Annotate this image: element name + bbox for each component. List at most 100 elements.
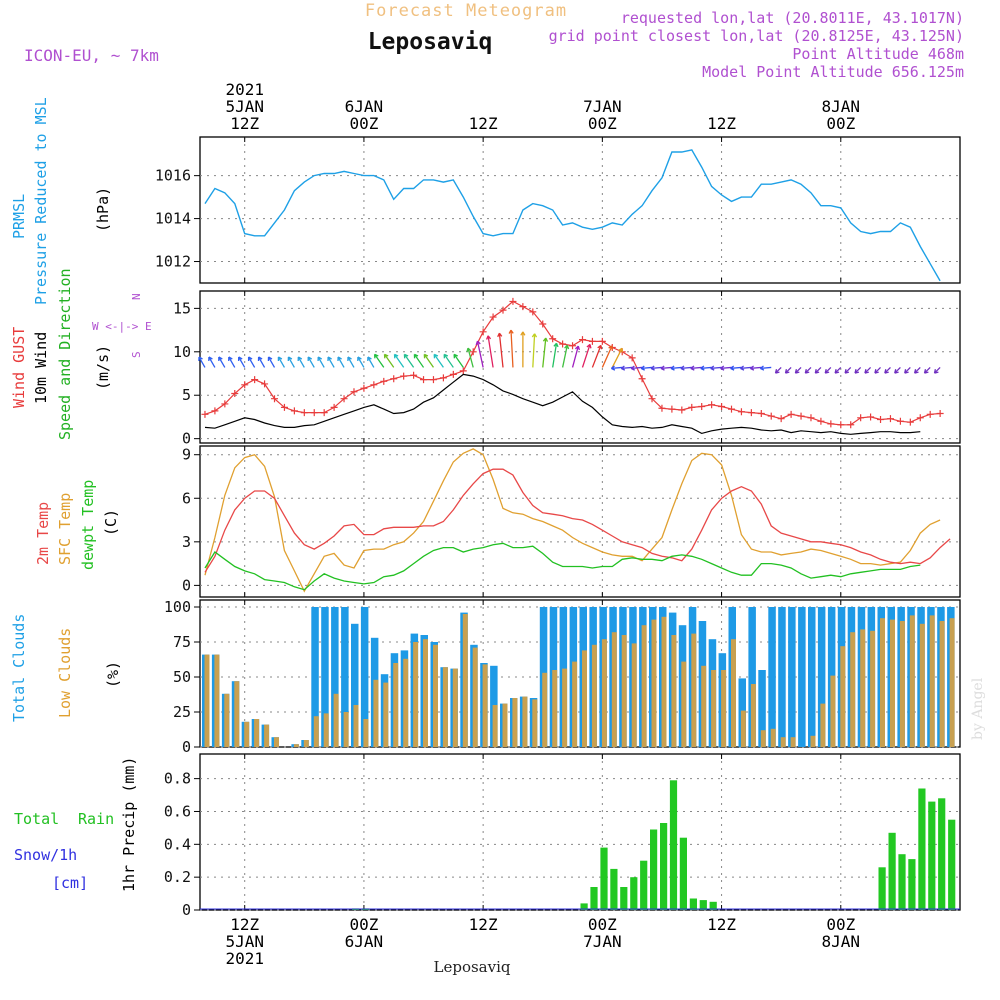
gust-marker xyxy=(777,415,785,423)
wind-arrow xyxy=(591,344,603,368)
ytick-label: 5 xyxy=(182,386,191,404)
low-cloud-bar xyxy=(929,615,935,747)
gust-marker xyxy=(857,414,865,422)
wind-arrow xyxy=(307,356,315,368)
pressure-line xyxy=(204,149,941,282)
wind-arrow xyxy=(453,353,464,368)
low-cloud-bar xyxy=(254,719,260,747)
low-cloud-bar xyxy=(552,670,558,747)
gust-marker xyxy=(390,375,398,383)
wind-arrow xyxy=(720,365,732,371)
wind-arrow xyxy=(933,366,941,374)
low-cloud-bar xyxy=(860,629,866,747)
low-cloud-bar xyxy=(850,632,856,747)
gust-marker xyxy=(221,400,229,408)
top-time-label: 5JAN xyxy=(225,97,264,116)
ytick-label: 0.6 xyxy=(164,802,191,820)
low-cloud-bar xyxy=(750,684,756,747)
gust-marker xyxy=(519,303,527,311)
panel-frame-2 xyxy=(199,445,961,598)
low-cloud-bar xyxy=(949,618,955,747)
wind-arrow xyxy=(670,365,682,371)
bottom-time-label: 00Z xyxy=(349,915,378,934)
gust-marker xyxy=(708,401,716,409)
wind-arrow xyxy=(347,356,355,368)
bottom-time-label: 7JAN xyxy=(583,932,622,951)
wind-arrow xyxy=(854,366,862,374)
wind-arrow xyxy=(466,347,474,368)
wind-arrow xyxy=(508,329,514,368)
total-cloud-bar xyxy=(748,607,756,747)
gust-marker xyxy=(271,395,279,403)
low-cloud-bar xyxy=(462,614,468,747)
gust-marker xyxy=(867,413,875,421)
gust-marker xyxy=(747,409,755,417)
wind-arrow xyxy=(834,366,842,374)
low-cloud-bar xyxy=(502,703,508,747)
wind-arrow xyxy=(784,366,792,374)
gust-marker xyxy=(410,371,418,379)
wind-arrow xyxy=(367,356,375,368)
low-cloud-bar xyxy=(810,735,816,747)
wind-arrow xyxy=(611,347,623,368)
cloud-unit-label: (%) xyxy=(104,661,122,688)
low-cloud-bar xyxy=(313,716,319,747)
precip-bar xyxy=(918,788,926,910)
low-cloud-bar xyxy=(293,744,299,747)
low-cloud-bar xyxy=(492,705,498,747)
low-clouds-label: Low Clouds xyxy=(56,628,74,718)
watermark: by Angel xyxy=(970,677,986,740)
wind-arrow xyxy=(357,356,365,368)
low-cloud-bar xyxy=(413,642,419,747)
ytick-label: 75 xyxy=(173,633,191,651)
wind-arrow xyxy=(581,343,592,368)
gust-marker xyxy=(559,340,567,348)
gust-marker xyxy=(628,354,636,362)
precip-bar xyxy=(679,837,687,910)
precip-bar xyxy=(948,819,956,910)
wind-arrow xyxy=(443,353,454,368)
low-cloud-bar xyxy=(790,737,796,747)
gust-marker xyxy=(489,313,497,321)
wind-arrow xyxy=(749,365,762,371)
wind-arrow xyxy=(774,366,782,374)
bottom-time-label: 5JAN xyxy=(225,932,264,951)
wind-arrow xyxy=(601,345,614,368)
gust-marker xyxy=(767,412,775,420)
low-cloud-bar xyxy=(323,713,329,747)
low-cloud-bar xyxy=(890,619,895,747)
cloud-labels: Total Clouds Low Clouds (%) xyxy=(10,614,122,722)
precip-unit-label: 1hr Precip (mm) xyxy=(120,757,138,892)
pressure-labels: PRMSL Pressure Reduced to MSL (hPa) xyxy=(10,97,112,305)
wind-arrow xyxy=(383,353,395,368)
compass-n: N xyxy=(130,293,143,300)
top-time-label: 6JAN xyxy=(345,97,384,116)
low-cloud-bar xyxy=(691,633,697,747)
gust-marker xyxy=(569,342,577,350)
wind-arrow xyxy=(497,332,504,368)
ytick-label: 50 xyxy=(173,668,191,686)
panel-frame-1 xyxy=(199,290,961,444)
low-cloud-bar xyxy=(701,665,707,747)
gust-marker xyxy=(936,409,944,417)
gust-marker xyxy=(877,416,885,424)
low-cloud-bar xyxy=(721,670,727,747)
low-cloud-bar xyxy=(830,675,836,747)
low-cloud-bar xyxy=(512,698,518,747)
low-cloud-bar xyxy=(204,654,210,747)
precip-bar xyxy=(699,900,707,910)
gust-marker xyxy=(728,405,736,413)
low-cloud-bar xyxy=(661,616,667,747)
total-clouds-label: Total Clouds xyxy=(10,614,28,722)
low-cloud-bar xyxy=(224,693,230,747)
wind10-line xyxy=(204,373,921,435)
precip-bar xyxy=(928,801,936,910)
precip-bar xyxy=(938,798,946,910)
gust-marker xyxy=(380,377,388,385)
gust-marker xyxy=(598,337,606,345)
low-cloud-bar xyxy=(472,647,478,747)
forecast-meteogram-title: Forecast Meteogram xyxy=(365,1,567,21)
precip-bar xyxy=(640,860,648,910)
low-cloud-bar xyxy=(711,670,717,747)
